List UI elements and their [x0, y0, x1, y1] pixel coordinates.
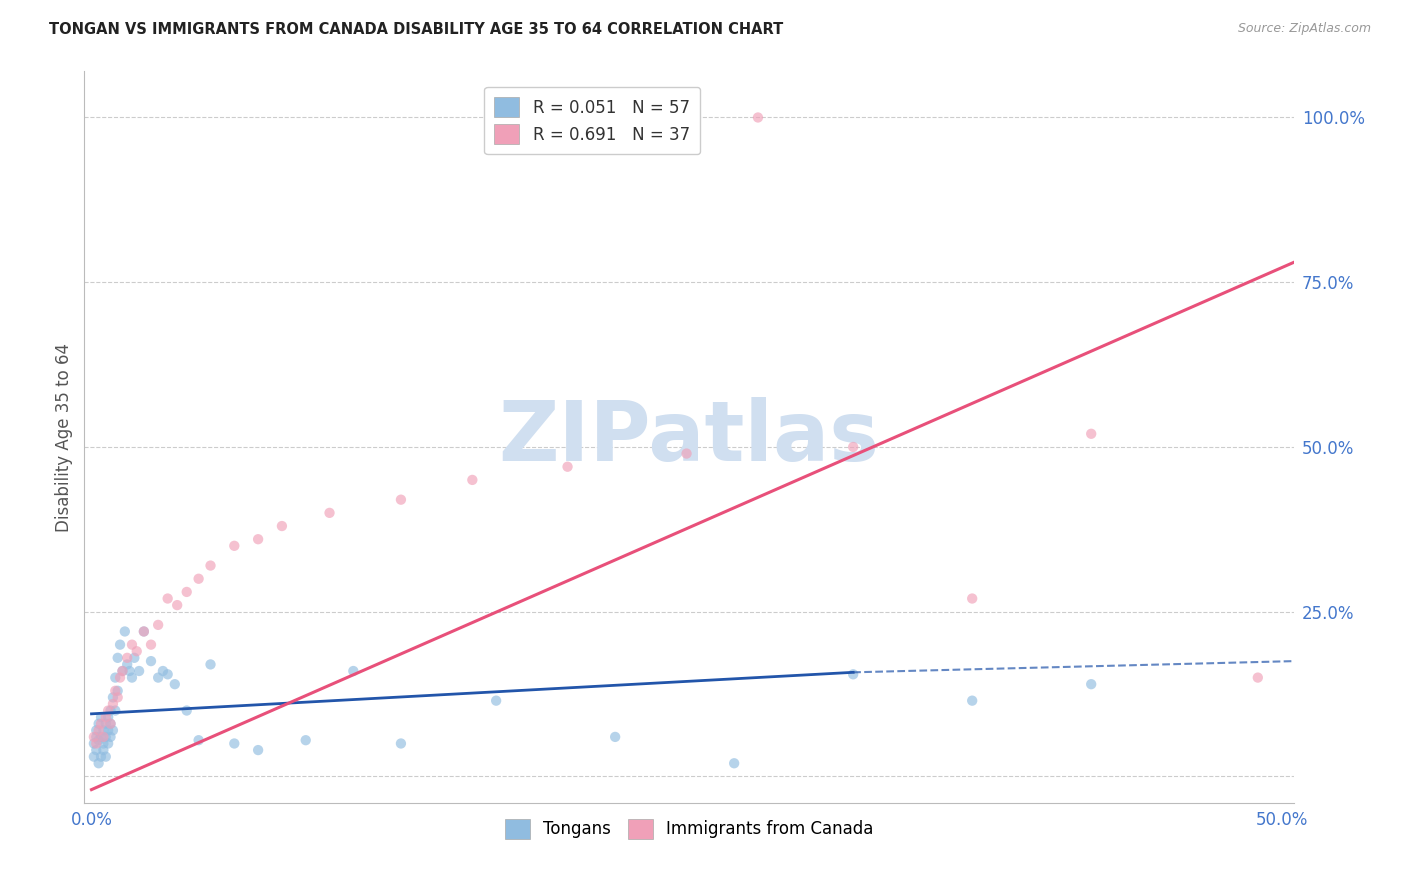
Point	[97, 704, 120, 718]
Point	[247, 743, 270, 757]
Point	[176, 704, 198, 718]
Point	[176, 585, 198, 599]
Point	[84, 723, 107, 738]
Point	[1247, 671, 1270, 685]
Point	[139, 654, 162, 668]
Point	[960, 591, 983, 606]
Point	[121, 671, 143, 685]
Point	[107, 650, 129, 665]
Point	[224, 539, 246, 553]
Point	[166, 598, 188, 612]
Point	[107, 690, 129, 705]
Text: Source: ZipAtlas.com: Source: ZipAtlas.com	[1237, 22, 1371, 36]
Text: ZIPatlas: ZIPatlas	[499, 397, 879, 477]
Point	[90, 730, 112, 744]
Point	[125, 644, 148, 658]
Point	[271, 519, 294, 533]
Point	[104, 704, 127, 718]
Point	[146, 618, 169, 632]
Point	[747, 111, 769, 125]
Point	[224, 737, 246, 751]
Legend: Tongans, Immigrants from Canada: Tongans, Immigrants from Canada	[498, 812, 880, 846]
Point	[83, 737, 105, 751]
Point	[93, 743, 115, 757]
Point	[152, 664, 174, 678]
Point	[101, 723, 124, 738]
Point	[97, 723, 120, 738]
Point	[93, 723, 115, 738]
Point	[83, 730, 105, 744]
Point	[111, 664, 134, 678]
Point	[101, 697, 124, 711]
Point	[389, 737, 412, 751]
Point	[108, 671, 131, 685]
Point	[146, 671, 169, 685]
Point	[87, 756, 110, 771]
Point	[247, 533, 270, 547]
Point	[842, 667, 865, 681]
Point	[139, 638, 162, 652]
Point	[84, 730, 107, 744]
Point	[187, 572, 209, 586]
Point	[156, 591, 179, 606]
Point	[87, 733, 110, 747]
Point	[97, 737, 120, 751]
Point	[93, 730, 115, 744]
Point	[187, 733, 209, 747]
Point	[100, 716, 122, 731]
Point	[108, 638, 131, 652]
Point	[107, 683, 129, 698]
Point	[94, 710, 117, 724]
Point	[132, 624, 155, 639]
Point	[111, 664, 134, 678]
Point	[94, 716, 117, 731]
Y-axis label: Disability Age 35 to 64: Disability Age 35 to 64	[55, 343, 73, 532]
Point	[723, 756, 745, 771]
Point	[960, 693, 983, 707]
Point	[97, 710, 120, 724]
Point	[163, 677, 186, 691]
Point	[675, 446, 697, 460]
Point	[121, 638, 143, 652]
Point	[124, 650, 146, 665]
Point	[128, 664, 150, 678]
Point	[93, 737, 115, 751]
Point	[115, 657, 138, 672]
Point	[115, 650, 138, 665]
Point	[118, 664, 141, 678]
Point	[84, 737, 107, 751]
Point	[87, 723, 110, 738]
Point	[200, 657, 222, 672]
Point	[100, 730, 122, 744]
Point	[94, 730, 117, 744]
Point	[100, 716, 122, 731]
Point	[389, 492, 412, 507]
Point	[87, 716, 110, 731]
Point	[90, 716, 112, 731]
Point	[90, 710, 112, 724]
Point	[132, 624, 155, 639]
Point	[842, 440, 865, 454]
Point	[90, 749, 112, 764]
Point	[557, 459, 579, 474]
Point	[294, 733, 316, 747]
Point	[318, 506, 340, 520]
Point	[101, 690, 124, 705]
Point	[100, 704, 122, 718]
Point	[200, 558, 222, 573]
Point	[104, 671, 127, 685]
Point	[342, 664, 364, 678]
Point	[1080, 426, 1102, 441]
Text: TONGAN VS IMMIGRANTS FROM CANADA DISABILITY AGE 35 TO 64 CORRELATION CHART: TONGAN VS IMMIGRANTS FROM CANADA DISABIL…	[49, 22, 783, 37]
Point	[114, 624, 136, 639]
Point	[156, 667, 179, 681]
Point	[94, 749, 117, 764]
Point	[84, 743, 107, 757]
Point	[83, 749, 105, 764]
Point	[1080, 677, 1102, 691]
Point	[605, 730, 627, 744]
Point	[104, 683, 127, 698]
Point	[485, 693, 508, 707]
Point	[461, 473, 484, 487]
